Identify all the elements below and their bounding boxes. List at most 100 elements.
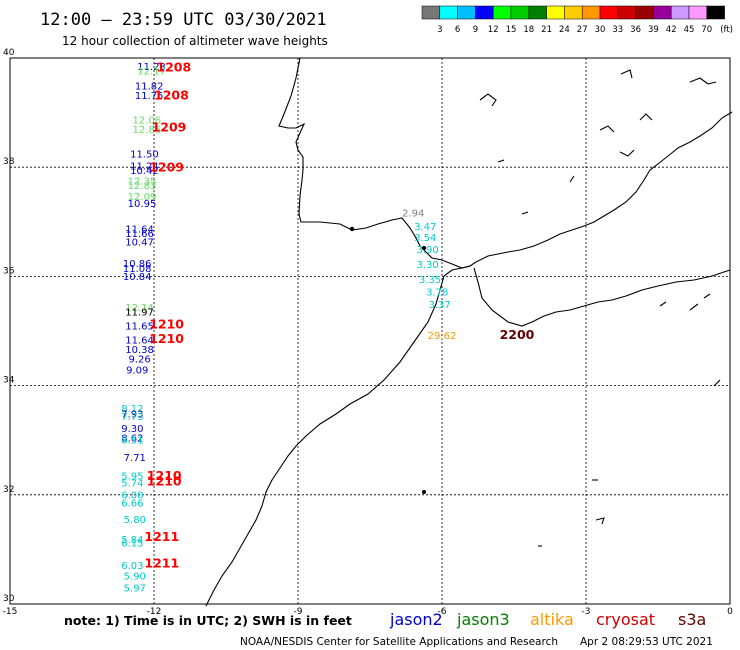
wave-height-value: 12.09 <box>128 192 157 203</box>
wave-height-value: 11.08 <box>123 264 152 275</box>
wave-height-value: 2.94 <box>402 208 424 219</box>
lat-tick-label: 34 <box>3 376 15 386</box>
pass-time-label: 1208 <box>156 60 191 75</box>
pass-time-label: 1210 <box>149 316 184 331</box>
legend-swatch <box>670 5 690 20</box>
wave-height-value: 6.15 <box>121 539 143 550</box>
wave-height-value: 12.14 <box>125 303 154 314</box>
wave-height-value: 10.47 <box>125 237 154 248</box>
legend-swatch <box>492 5 512 20</box>
legend-label: 45 <box>684 25 695 35</box>
lat-tick-label: 40 <box>3 48 15 58</box>
wave-height-value: 6.03 <box>121 561 143 572</box>
map-title: 12:00 – 23:59 UTC 03/30/2021 <box>40 10 327 30</box>
legend-label: 42 <box>666 25 677 35</box>
wave-height-value: 9.26 <box>128 355 150 366</box>
wave-height-value: 7.73 <box>121 412 143 423</box>
wave-height-value: 12.83 <box>128 181 157 192</box>
wave-height-value: 3.30 <box>416 260 438 271</box>
legend-label: 36 <box>630 25 641 35</box>
lon-tick-label: 0 <box>727 607 733 617</box>
wave-height-value: 3.37 <box>428 300 450 311</box>
pass-time-label: 1209 <box>149 160 184 175</box>
wave-height-value: 11.23 <box>137 62 166 73</box>
wave-height-value: 3.54 <box>414 233 436 244</box>
footer-timestamp: Apr 2 08:29:53 UTC 2021 <box>580 636 713 648</box>
legend-unit: (ft) <box>720 25 733 35</box>
legend-swatch <box>688 5 708 20</box>
legend-label: 33 <box>612 25 623 35</box>
pass-time-label: 1210 <box>149 331 184 346</box>
wave-height-value: 3.78 <box>426 288 448 299</box>
pass-time-label: 1210 <box>147 468 182 483</box>
wave-height-value: 9.09 <box>126 366 148 377</box>
lon-tick-label: -6 <box>438 607 447 617</box>
legend-label: 70 <box>701 25 712 35</box>
wave-height-value: 11.64 <box>125 225 154 236</box>
wave-height-value: 3.35 <box>419 275 441 286</box>
wave-height-value: 10.95 <box>128 199 157 210</box>
lon-tick-label: -15 <box>3 607 18 617</box>
lat-tick-label: 36 <box>3 266 15 276</box>
legend-swatch <box>581 5 601 20</box>
footer-note: note: 1) Time is in UTC; 2) SWH is in fe… <box>64 613 352 628</box>
wave-height-value: 11.75 <box>135 91 164 102</box>
map-frame <box>9 57 731 605</box>
legend-label: 24 <box>559 25 570 35</box>
map-subtitle: 12 hour collection of altimeter wave hei… <box>62 34 328 48</box>
wave-height-value: 6.00 <box>121 491 143 502</box>
legend-swatch <box>546 5 565 20</box>
wave-height-value: 8.12 <box>121 404 143 415</box>
legend-swatch <box>475 5 494 20</box>
wave-height-value: 5.90 <box>124 571 146 582</box>
wave-height-value: 7.71 <box>124 453 146 464</box>
wave-height-value: 8.51 <box>121 435 143 446</box>
wave-height-value: 12.35 <box>128 177 157 188</box>
legend-label: 15 <box>506 25 517 35</box>
wave-height-value: 12.17 <box>137 66 166 77</box>
coastline <box>205 57 733 607</box>
legend-swatch <box>457 5 476 20</box>
wave-height-value: 10.42 <box>130 166 159 177</box>
legend-swatch <box>510 5 530 20</box>
footer-credit: NOAA/NESDIS Center for Satellite Applica… <box>240 636 558 648</box>
legend-label: 27 <box>577 25 588 35</box>
mission-legend: jason2 jason3 altika cryosat s3a <box>389 610 706 629</box>
lat-lon-grid: -15 -12 -9 -6 -3 0 40 38 36 34 32 30 <box>3 48 733 617</box>
wave-height-value: 5.74 <box>121 479 143 490</box>
wave-height-value: 6.66 <box>121 498 143 509</box>
legend-swatch <box>564 5 583 20</box>
wave-height-value: 3.90 <box>416 245 438 256</box>
pass-time-label: 1208 <box>154 87 189 102</box>
pass-time-label: 1210 <box>147 474 182 489</box>
lat-tick-label: 32 <box>3 485 14 495</box>
wave-height-value: 11.65 <box>125 321 154 332</box>
legend-swatch <box>421 5 441 20</box>
wave-height-value: 10.84 <box>123 272 152 283</box>
wave-height-value: 10.38 <box>125 345 154 356</box>
wave-height-value: 3.47 <box>414 222 436 233</box>
legend-swatch <box>635 5 654 20</box>
lat-tick-label: 30 <box>3 594 15 604</box>
pass-time-label: 1209 <box>152 120 187 135</box>
pass-time-label: 2200 <box>500 327 535 342</box>
wave-height-value: 5.84 <box>121 535 143 546</box>
legend-swatch <box>706 5 725 20</box>
legend-label: 39 <box>648 25 659 35</box>
legend-swatch <box>528 5 547 20</box>
legend-label: 6 <box>455 25 460 35</box>
wave-height-value: 11.50 <box>130 149 159 160</box>
pass-time-label: 1211 <box>144 529 179 544</box>
wave-height-value: 5.95 <box>121 472 143 483</box>
wave-height-value: 5.80 <box>124 515 146 526</box>
lon-tick-label: -9 <box>294 607 303 617</box>
pass-time-label: 1211 <box>144 555 179 570</box>
wave-height-value: 9.30 <box>121 424 143 435</box>
legend-swatch <box>653 5 672 20</box>
legend-label: 12 <box>488 25 499 35</box>
wave-height-value: 12.86 <box>132 125 161 136</box>
coast-islands <box>349 226 426 494</box>
legend-label: 9 <box>473 25 478 35</box>
